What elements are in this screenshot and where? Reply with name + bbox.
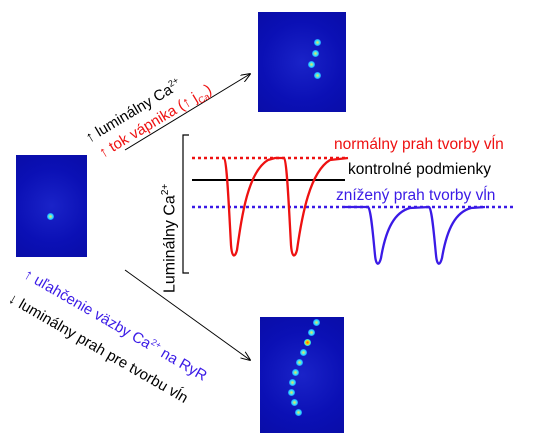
spark	[314, 72, 321, 79]
spark	[304, 339, 311, 346]
spark	[308, 61, 315, 68]
spark	[300, 349, 307, 356]
panel-bottom-wave	[260, 317, 344, 433]
panel-left-spark	[16, 155, 87, 257]
spark	[313, 319, 320, 326]
label-normal-threshold: normálny prah tvorby vĺn	[334, 136, 504, 153]
spark	[291, 399, 298, 406]
spark	[296, 359, 303, 366]
single-spark	[47, 213, 54, 220]
spark	[312, 50, 319, 57]
label-reduced-threshold: znížený prah tvorby vĺn	[336, 187, 496, 204]
arrow-up	[124, 74, 250, 151]
trace-reduced	[345, 205, 486, 265]
spark	[288, 389, 295, 396]
y-axis-label-text: Luminálny Ca	[161, 195, 179, 293]
trace-normal	[222, 156, 349, 257]
arrow-down	[124, 269, 250, 360]
spark	[314, 39, 321, 46]
panel-top-wave	[258, 12, 346, 112]
y-axis-label: Luminálny Ca2+	[160, 184, 179, 293]
spark	[308, 329, 315, 336]
spark	[289, 379, 296, 386]
spark	[292, 369, 299, 376]
y-axis-label-sup: 2+	[160, 183, 171, 196]
label-control: kontrolné podmienky	[348, 161, 492, 178]
y-axis	[182, 134, 189, 274]
spark	[295, 409, 302, 416]
